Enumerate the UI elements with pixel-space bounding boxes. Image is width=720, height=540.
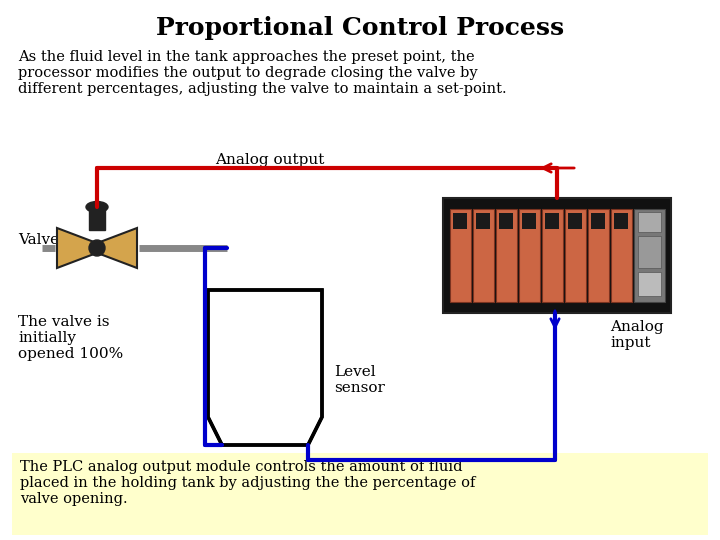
Bar — [638, 272, 661, 296]
Polygon shape — [208, 290, 322, 445]
Bar — [588, 209, 609, 302]
Bar — [638, 212, 661, 232]
Bar — [568, 213, 582, 229]
Bar — [499, 213, 513, 229]
Bar — [522, 213, 536, 229]
Bar — [450, 209, 471, 302]
Polygon shape — [210, 358, 320, 443]
Text: The valve is
initially
opened 100%: The valve is initially opened 100% — [18, 315, 123, 361]
Bar — [443, 198, 671, 313]
FancyBboxPatch shape — [12, 453, 708, 535]
Bar — [89, 208, 105, 230]
Text: The PLC analog output module controls the amount of fluid
placed in the holding : The PLC analog output module controls th… — [20, 460, 475, 507]
Bar — [476, 213, 490, 229]
Bar — [614, 213, 628, 229]
Polygon shape — [100, 228, 137, 268]
Bar — [496, 209, 517, 302]
Bar — [634, 209, 665, 302]
Text: Proportional Control Process: Proportional Control Process — [156, 16, 564, 40]
Circle shape — [89, 240, 105, 256]
Text: Level
sensor: Level sensor — [334, 365, 385, 395]
Bar — [591, 213, 605, 229]
Text: Analog
input: Analog input — [610, 320, 664, 350]
Bar — [611, 209, 632, 302]
Bar — [519, 209, 540, 302]
Polygon shape — [57, 228, 94, 268]
Bar — [453, 213, 467, 229]
Text: Analog output: Analog output — [215, 153, 325, 167]
Text: As the fluid level in the tank approaches the preset point, the
processor modifi: As the fluid level in the tank approache… — [18, 50, 507, 97]
Ellipse shape — [86, 201, 108, 213]
Bar — [473, 209, 494, 302]
Bar — [542, 209, 563, 302]
Bar — [545, 213, 559, 229]
Text: Valve: Valve — [18, 233, 59, 247]
Bar — [638, 236, 661, 268]
Bar — [565, 209, 586, 302]
